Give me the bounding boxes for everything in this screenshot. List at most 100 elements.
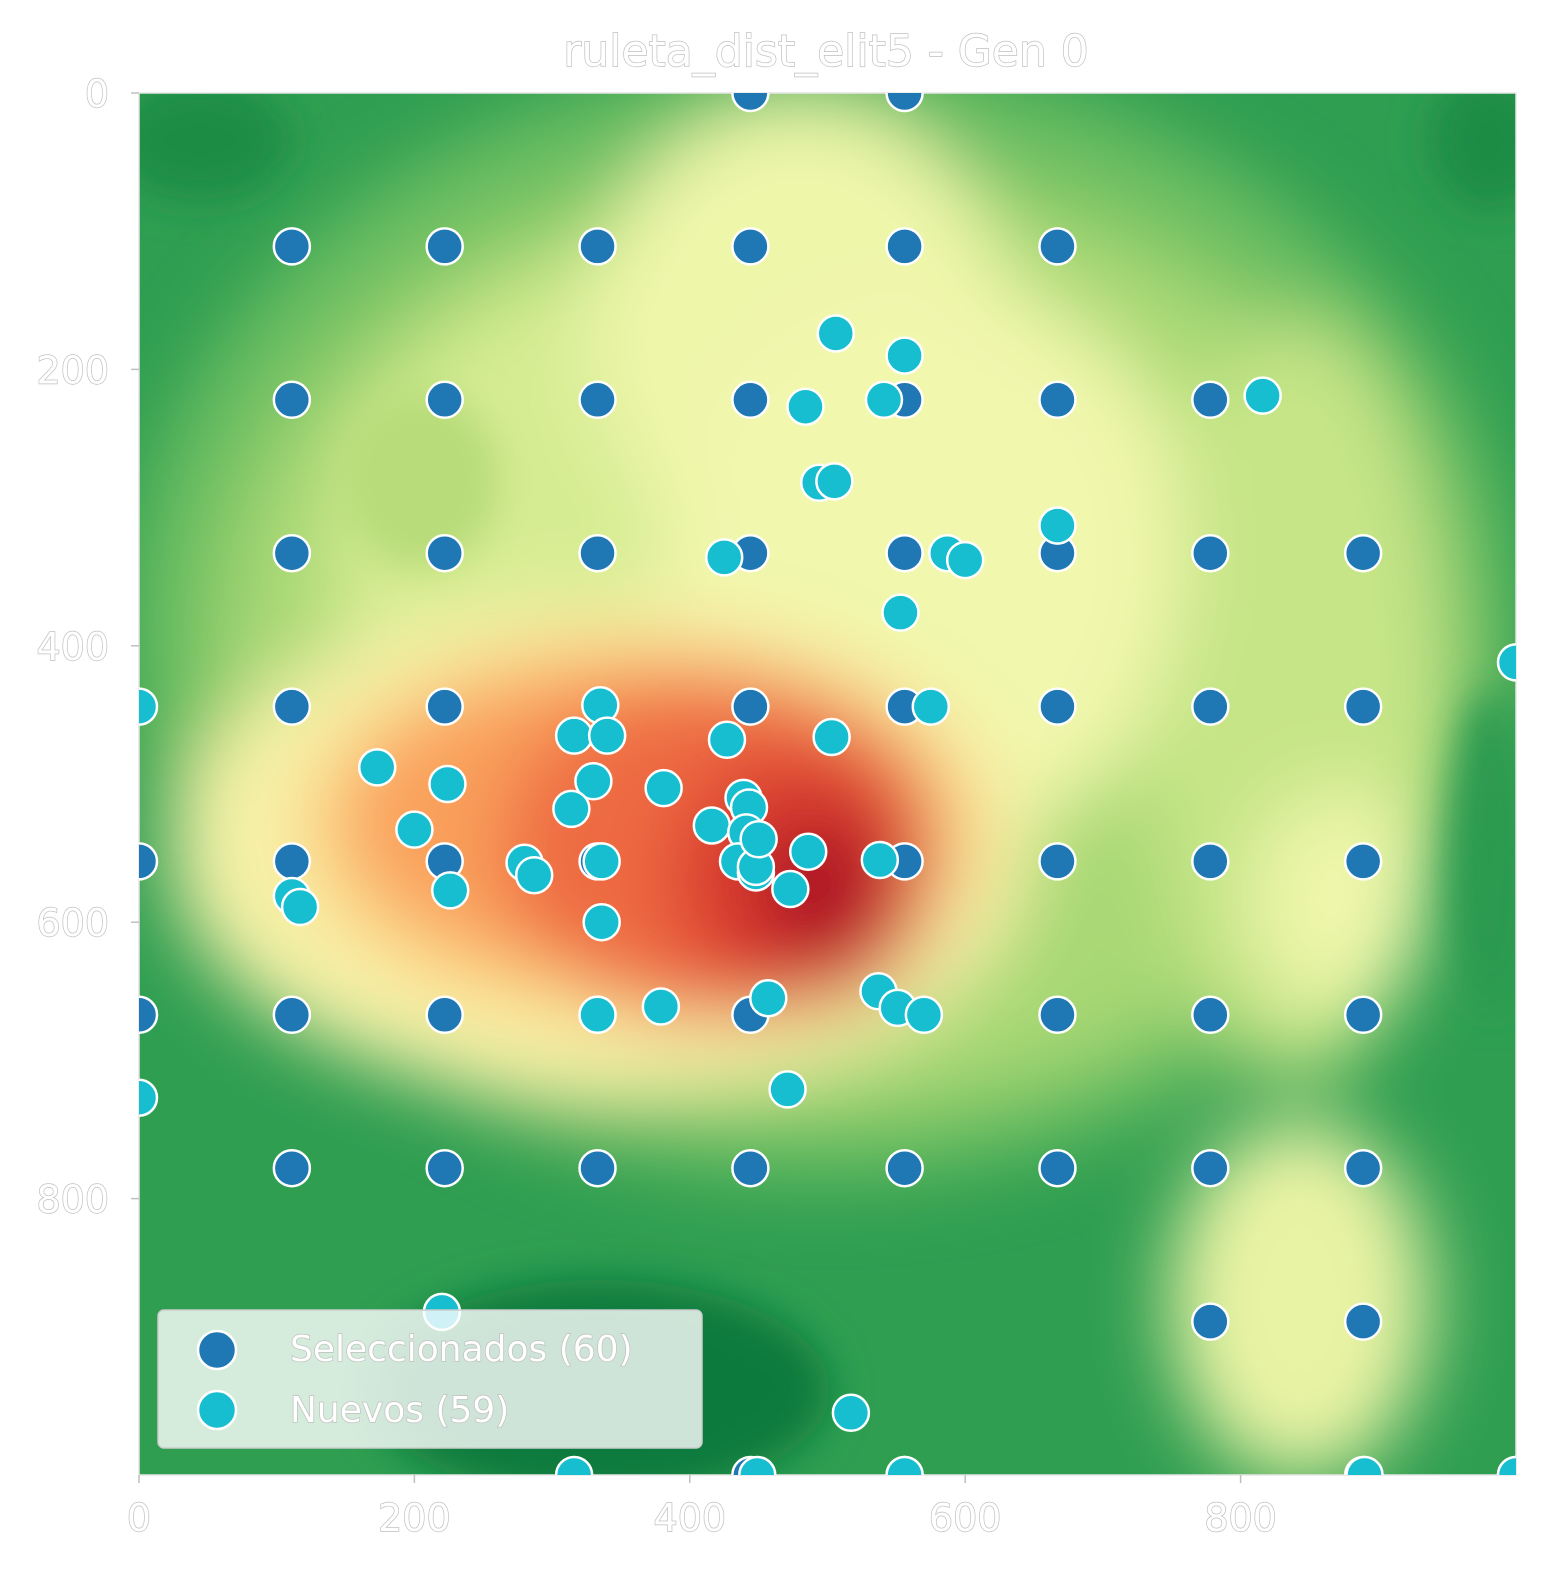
point-nuevo xyxy=(641,987,681,1026)
heatmap-background xyxy=(139,93,1516,1475)
point-seleccionado xyxy=(885,533,924,573)
point-seleccionado xyxy=(425,1148,464,1188)
point-seleccionado xyxy=(731,227,770,266)
point-nuevo xyxy=(815,462,854,501)
point-seleccionado xyxy=(731,687,770,726)
point-seleccionado xyxy=(1343,1302,1383,1341)
point-nuevo xyxy=(578,995,617,1035)
point-seleccionado xyxy=(1343,842,1383,881)
point-nuevo xyxy=(554,1455,594,1475)
point-nuevo xyxy=(280,887,320,927)
x-tick-label: 200 xyxy=(378,1496,451,1540)
point-nuevo xyxy=(704,538,744,577)
point-nuevo xyxy=(139,1078,159,1117)
point-nuevo xyxy=(881,593,920,632)
point-seleccionado xyxy=(1038,687,1077,726)
point-nuevo xyxy=(788,832,828,871)
point-nuevo xyxy=(587,716,627,755)
point-seleccionado xyxy=(1343,533,1383,573)
point-nuevo xyxy=(582,902,621,942)
point-seleccionado xyxy=(1343,995,1383,1035)
y-tick-label: 200 xyxy=(36,348,109,392)
point-nuevo xyxy=(514,855,554,895)
point-nuevo xyxy=(692,806,732,845)
point-seleccionado xyxy=(1191,1302,1230,1341)
point-nuevo xyxy=(738,1455,777,1475)
point-seleccionado xyxy=(139,995,159,1035)
point-seleccionado xyxy=(425,380,464,420)
point-seleccionado xyxy=(1191,1148,1230,1188)
point-seleccionado xyxy=(272,842,312,881)
point-nuevo xyxy=(860,840,900,880)
point-seleccionado xyxy=(425,227,464,266)
plot-area-frame xyxy=(138,92,1517,1476)
point-seleccionado xyxy=(1038,995,1077,1035)
point-seleccionado xyxy=(1191,380,1230,420)
point-nuevo xyxy=(749,978,788,1018)
point-seleccionado xyxy=(1038,227,1077,266)
point-seleccionado xyxy=(578,227,617,266)
point-seleccionado xyxy=(1191,842,1230,881)
point-nuevo xyxy=(644,768,683,808)
point-nuevo xyxy=(864,380,904,420)
point-nuevo xyxy=(885,1455,924,1475)
point-seleccionado xyxy=(1343,687,1383,726)
point-seleccionado xyxy=(1191,687,1230,726)
legend: Seleccionados (60) Nuevos (59) xyxy=(157,1309,703,1449)
y-tick-label: 400 xyxy=(36,625,109,669)
point-nuevo xyxy=(739,820,778,859)
point-seleccionado xyxy=(731,1148,770,1188)
point-nuevo xyxy=(904,995,944,1035)
point-seleccionado xyxy=(1191,995,1230,1035)
point-seleccionado xyxy=(139,842,159,881)
point-nuevo xyxy=(582,842,621,881)
point-nuevo xyxy=(552,789,591,829)
point-seleccionado xyxy=(1191,533,1230,573)
point-seleccionado xyxy=(1343,1148,1383,1188)
point-seleccionado xyxy=(578,533,617,573)
y-axis: 0 200 400 600 800 xyxy=(36,71,139,1222)
y-tick-label: 600 xyxy=(36,901,109,945)
legend-marker-nuevos xyxy=(196,1389,238,1431)
point-seleccionado xyxy=(425,533,464,573)
x-tick-label: 600 xyxy=(929,1496,1002,1540)
point-seleccionado xyxy=(272,995,312,1035)
point-nuevo xyxy=(812,717,851,757)
point-nuevo xyxy=(1496,1455,1516,1475)
point-seleccionado xyxy=(272,1148,312,1188)
legend-box xyxy=(157,1309,703,1449)
point-nuevo xyxy=(768,1070,807,1109)
point-nuevo xyxy=(1345,1455,1384,1475)
point-nuevo xyxy=(395,810,434,849)
point-nuevo xyxy=(357,748,397,787)
chart-title: ruleta_dist_elit5 - Gen 0 xyxy=(563,26,1088,77)
point-seleccionado xyxy=(1038,1148,1077,1188)
x-tick-label: 400 xyxy=(654,1496,727,1540)
point-nuevo xyxy=(945,540,985,580)
point-nuevo xyxy=(707,720,747,760)
y-tick-label: 800 xyxy=(36,1178,109,1222)
point-nuevo xyxy=(430,871,470,910)
legend-label-seleccionados: Seleccionados (60) xyxy=(290,1329,633,1370)
point-seleccionado xyxy=(578,1148,617,1188)
point-nuevo xyxy=(816,314,856,353)
legend-marker-seleccionados xyxy=(196,1329,238,1371)
point-seleccionado xyxy=(731,380,770,420)
x-tick-label: 800 xyxy=(1204,1496,1277,1540)
point-seleccionado xyxy=(425,995,464,1035)
x-axis: 0 200 400 600 800 xyxy=(126,1475,1278,1541)
point-nuevo xyxy=(1496,643,1516,682)
point-nuevo xyxy=(786,387,825,426)
point-seleccionado xyxy=(425,687,464,726)
point-nuevo xyxy=(574,761,613,801)
point-seleccionado xyxy=(272,380,312,420)
point-nuevo xyxy=(1038,506,1077,545)
point-seleccionado xyxy=(885,93,924,113)
point-nuevo xyxy=(554,716,594,755)
point-nuevo xyxy=(831,1393,871,1433)
point-seleccionado xyxy=(885,1148,924,1188)
legend-label-nuevos: Nuevos (59) xyxy=(290,1390,509,1431)
point-nuevo xyxy=(771,869,810,909)
scatter-points xyxy=(139,93,1516,1475)
